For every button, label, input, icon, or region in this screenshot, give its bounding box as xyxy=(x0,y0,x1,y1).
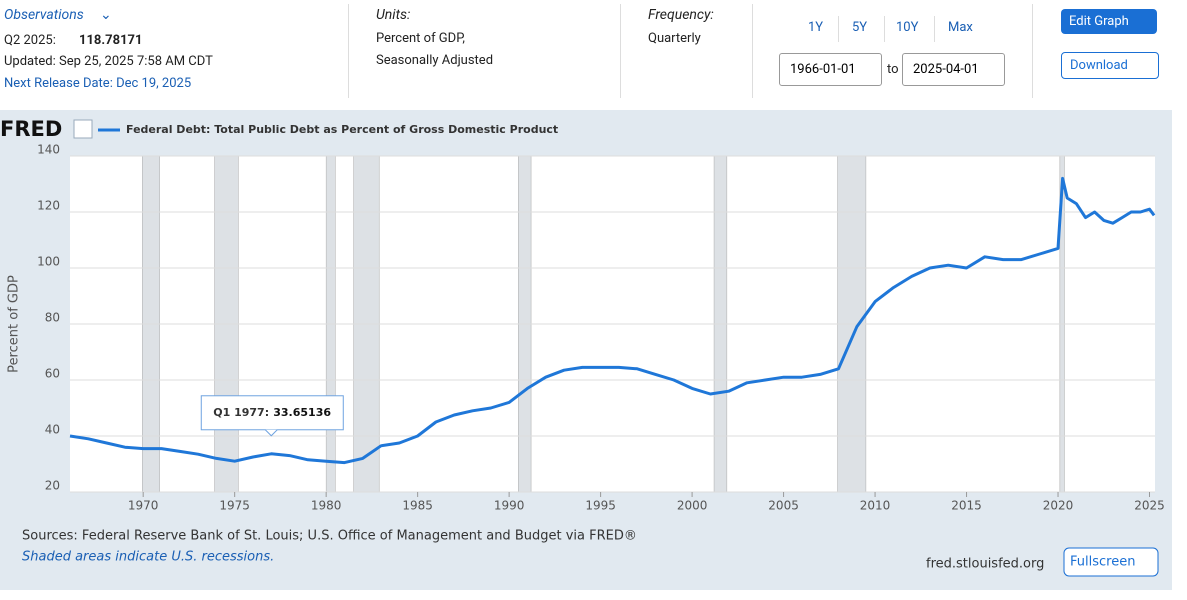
separator xyxy=(838,16,839,42)
logo: FRED xyxy=(0,117,62,141)
dropdown-icon[interactable]: ⌄ xyxy=(100,7,112,23)
latest-period: Q2 2025: xyxy=(4,33,56,48)
separator xyxy=(752,4,753,98)
y-tick-label: 80 xyxy=(45,311,60,325)
x-tick-label: 2020 xyxy=(1043,499,1074,513)
units-label: Units: xyxy=(376,7,411,23)
start-date[interactable]: 1966-01-01 xyxy=(779,53,882,86)
site-url: fred.stlouisfed.org xyxy=(926,557,1044,572)
frequency-label: Frequency: xyxy=(648,7,714,23)
x-tick-label: 1975 xyxy=(219,499,250,513)
chart: FRED Federal Debt: Total Public Debt as … xyxy=(0,110,1172,590)
range-button[interactable]: Max xyxy=(948,20,973,35)
tooltip-pointer xyxy=(264,429,278,437)
y-axis-label: Percent of GDP xyxy=(7,275,22,373)
tooltip: Q1 1977: 33.65136 xyxy=(200,395,344,437)
x-tick-label: 2010 xyxy=(860,499,891,513)
fullscreen-button[interactable] xyxy=(1063,547,1159,577)
download-button[interactable]: Download xyxy=(1061,52,1159,79)
x-tick-label: 2025 xyxy=(1134,499,1165,513)
x-tick-label: 1970 xyxy=(128,499,159,513)
x-tick-label: 1985 xyxy=(402,499,433,513)
range-button[interactable]: 1Y xyxy=(808,20,824,35)
tooltip-value: 33.65136 xyxy=(273,406,331,419)
next-release: Next Release Date: Dec 19, 2025 xyxy=(4,76,192,91)
separator xyxy=(1032,4,1033,98)
recession-note: Shaded areas indicate U.S. recessions. xyxy=(22,550,274,565)
frequency: Quarterly xyxy=(648,31,701,46)
x-tick-label: 1990 xyxy=(494,499,525,513)
sources: Sources: Federal Reserve Bank of St. Lou… xyxy=(22,529,637,544)
y-tick-label: 120 xyxy=(37,199,60,213)
x-tick-label: 2015 xyxy=(951,499,982,513)
separator xyxy=(884,16,885,42)
y-tick-label: 100 xyxy=(37,255,60,269)
x-tick-label: 2005 xyxy=(768,499,799,513)
separator xyxy=(348,4,349,98)
end-date[interactable]: 2025-04-01 xyxy=(902,53,1005,86)
x-tick-label: 2000 xyxy=(677,499,708,513)
y-tick-label: 20 xyxy=(45,479,60,493)
y-tick-label: 40 xyxy=(45,423,60,437)
chart-icon xyxy=(73,119,93,139)
legend-label: Federal Debt: Total Public Debt as Perce… xyxy=(126,123,558,136)
y-tick-label: 60 xyxy=(45,367,60,381)
separator xyxy=(934,16,935,42)
x-tick-label: 1980 xyxy=(311,499,342,513)
range-button[interactable]: 10Y xyxy=(896,20,919,35)
range-button[interactable]: 5Y xyxy=(852,20,868,35)
fullscreen-label[interactable]: Fullscreen xyxy=(1070,555,1135,570)
to-label: to xyxy=(887,62,899,77)
data-line xyxy=(69,176,1156,465)
latest-value: 118.78171 xyxy=(79,33,143,48)
y-tick-label: 140 xyxy=(37,143,60,157)
observations-link[interactable]: Observations xyxy=(4,7,84,23)
tooltip-box xyxy=(200,395,344,431)
x-tick-label: 1995 xyxy=(585,499,616,513)
updated: Updated: Sep 25, 2025 7:58 AM CDT xyxy=(4,54,213,69)
edit-graph-button[interactable]: Edit Graph xyxy=(1061,9,1157,34)
separator xyxy=(620,4,621,98)
tooltip-label: Q1 1977: xyxy=(213,406,269,419)
units-line: Percent of GDP, xyxy=(376,31,465,46)
units-line: Seasonally Adjusted xyxy=(376,53,494,68)
